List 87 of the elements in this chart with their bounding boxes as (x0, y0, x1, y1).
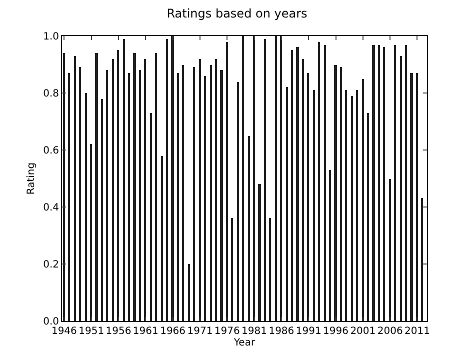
bar (85, 93, 87, 321)
x-tick-label: 1986 (268, 326, 294, 337)
bar (389, 179, 391, 321)
bar (166, 39, 168, 321)
bar (394, 45, 396, 321)
chart-title: Ratings based on years (166, 6, 308, 20)
bar (79, 67, 81, 321)
bar (400, 56, 402, 321)
x-tick-label: 1996 (323, 326, 348, 337)
y-tick-label: 1.0 (43, 32, 59, 42)
bar (269, 218, 271, 321)
x-tick-label: 2011 (404, 326, 430, 337)
bar (161, 156, 163, 321)
x-tick-label: 2001 (350, 326, 376, 337)
bar (193, 67, 195, 321)
bar (248, 136, 250, 321)
bar (405, 45, 407, 321)
bar (133, 53, 136, 321)
x-tick-label: 2006 (377, 326, 403, 337)
bar (226, 42, 228, 321)
y-tick-label: 0.0 (43, 316, 59, 328)
bar (90, 144, 92, 321)
x-tick-label: 1976 (214, 326, 240, 337)
bar (68, 73, 70, 321)
bar (188, 264, 190, 321)
bar (150, 113, 152, 321)
bar (367, 113, 369, 321)
bar (106, 70, 108, 321)
bar (334, 65, 337, 321)
bar (318, 42, 320, 321)
x-tick-label: 1966 (160, 326, 186, 337)
x-tick-label: 1961 (132, 326, 158, 337)
bar (117, 50, 119, 321)
bar (95, 53, 98, 321)
bar (177, 73, 179, 321)
bar (356, 90, 358, 321)
y-tick-label: 0.4 (43, 202, 59, 214)
bar (313, 90, 315, 321)
bar (383, 47, 385, 321)
bar (286, 87, 288, 321)
bar (63, 53, 65, 321)
bar (275, 36, 277, 321)
bar (155, 53, 157, 321)
bar (340, 67, 342, 321)
bar (351, 96, 353, 321)
bar (372, 45, 375, 321)
x-tick-label: 1951 (78, 326, 104, 337)
bar (182, 65, 184, 321)
bar (378, 45, 380, 321)
bar (324, 45, 326, 321)
bar (362, 79, 364, 321)
bar (410, 73, 413, 321)
bar (128, 73, 130, 321)
x-tick-label: 1991 (296, 326, 322, 337)
bar (199, 59, 201, 321)
bar (237, 82, 239, 321)
bar (215, 59, 217, 321)
bar (307, 73, 309, 321)
y-axis-title: Rating (26, 162, 38, 195)
bar (74, 56, 76, 321)
bar (291, 50, 293, 321)
bar (345, 90, 347, 321)
bar (123, 39, 125, 321)
bar (416, 73, 418, 321)
bar (264, 39, 266, 321)
bar (144, 59, 146, 321)
bar (220, 70, 223, 321)
bar (112, 59, 114, 321)
bar (101, 99, 103, 321)
x-tick-label: 1981 (242, 326, 268, 337)
y-tick-label: 0.2 (43, 260, 59, 270)
x-tick-label: 1946 (51, 326, 77, 337)
x-tick-label: 1971 (187, 326, 213, 337)
bar (302, 59, 304, 321)
bar (204, 76, 206, 321)
y-tick-label: 0.6 (43, 146, 59, 156)
bar (210, 65, 212, 321)
bar (296, 47, 299, 321)
bar (329, 170, 331, 321)
bar (231, 218, 233, 321)
x-tick-label: 1956 (106, 326, 132, 337)
bar (421, 198, 423, 321)
x-axis-title: Year (232, 338, 256, 348)
bar (139, 70, 141, 321)
bar (242, 36, 244, 321)
bar (258, 184, 261, 321)
y-tick-label: 0.8 (43, 88, 59, 100)
